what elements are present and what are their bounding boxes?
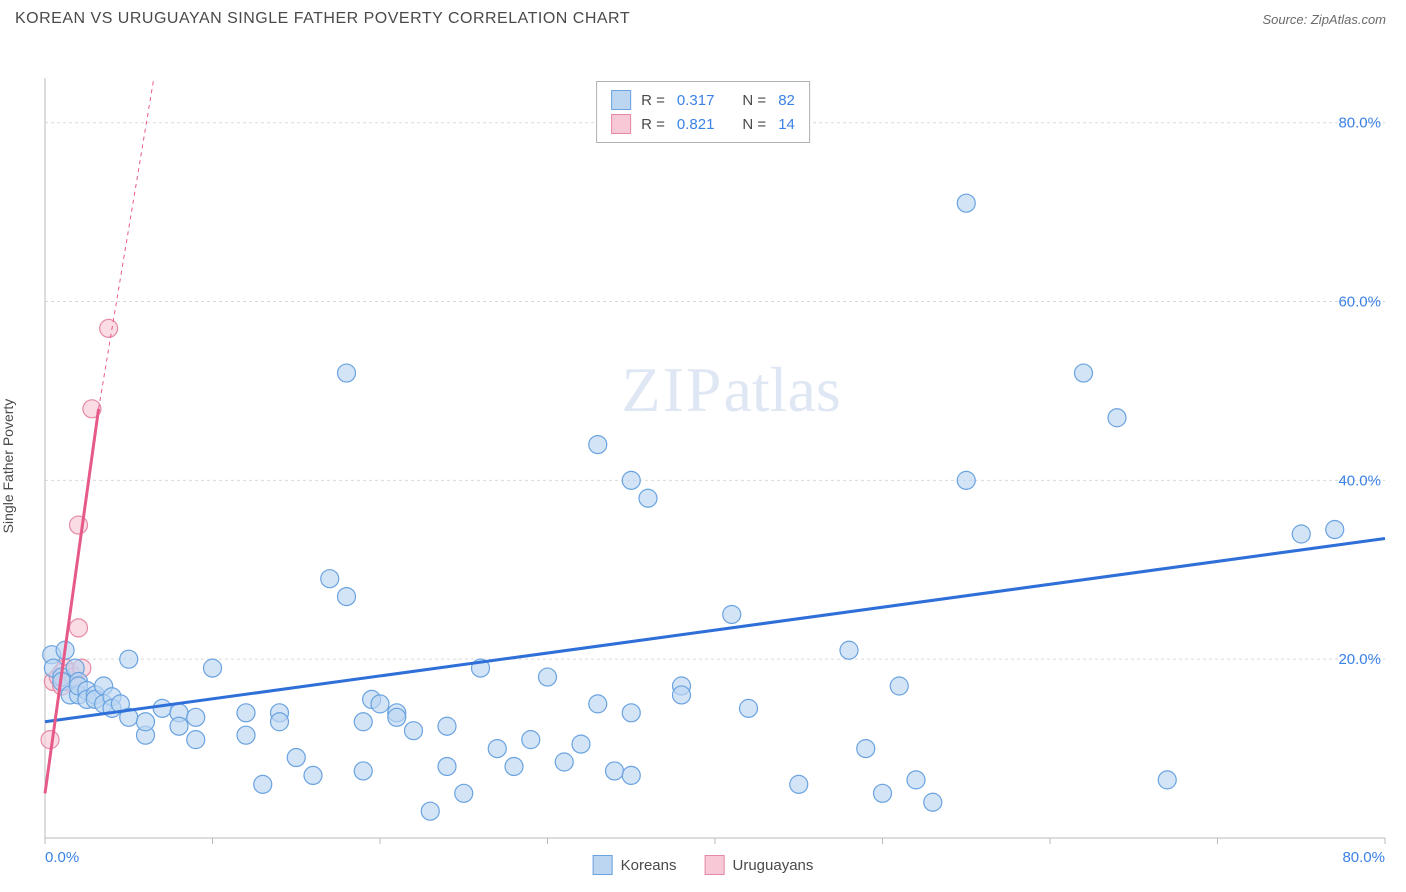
svg-text:80.0%: 80.0% xyxy=(1338,115,1381,132)
svg-text:80.0%: 80.0% xyxy=(1342,849,1385,866)
r-value: 0.317 xyxy=(677,92,715,109)
n-label: N = xyxy=(742,92,766,109)
r-label: R = xyxy=(641,92,665,109)
legend-item-uruguayans: Uruguayans xyxy=(704,855,813,875)
swatch-uruguayans xyxy=(611,114,631,134)
swatch-koreans xyxy=(593,855,613,875)
chart-container: Single Father Poverty 0.0% 80.0% 20.0% 40.0… xyxy=(0,33,1406,883)
series-legend: Koreans Uruguayans xyxy=(593,855,814,875)
source-attribution: Source: ZipAtlas.com xyxy=(1262,12,1386,27)
scatter-chart: 0.0% 80.0% 20.0% 40.0% 60.0% 80.0% xyxy=(0,33,1406,883)
svg-text:0.0%: 0.0% xyxy=(45,849,79,866)
swatch-uruguayans xyxy=(704,855,724,875)
r-label: R = xyxy=(641,116,665,133)
legend-label: Koreans xyxy=(621,857,677,874)
n-label: N = xyxy=(742,116,766,133)
legend-label: Uruguayans xyxy=(732,857,813,874)
legend-row-uruguayans: R = 0.821 N = 14 xyxy=(611,112,795,136)
swatch-koreans xyxy=(611,90,631,110)
legend-row-koreans: R = 0.317 N = 82 xyxy=(611,88,795,112)
y-axis-label: Single Father Poverty xyxy=(0,399,16,534)
svg-text:20.0%: 20.0% xyxy=(1338,651,1381,668)
r-value: 0.821 xyxy=(677,116,715,133)
chart-title: KOREAN VS URUGUAYAN SINGLE FATHER POVERT… xyxy=(15,10,630,28)
n-value: 82 xyxy=(778,92,795,109)
header: KOREAN VS URUGUAYAN SINGLE FATHER POVERT… xyxy=(0,0,1406,33)
n-value: 14 xyxy=(778,116,795,133)
legend-item-koreans: Koreans xyxy=(593,855,677,875)
svg-text:60.0%: 60.0% xyxy=(1338,294,1381,311)
correlation-legend: R = 0.317 N = 82 R = 0.821 N = 14 xyxy=(596,81,810,143)
svg-text:40.0%: 40.0% xyxy=(1338,472,1381,489)
